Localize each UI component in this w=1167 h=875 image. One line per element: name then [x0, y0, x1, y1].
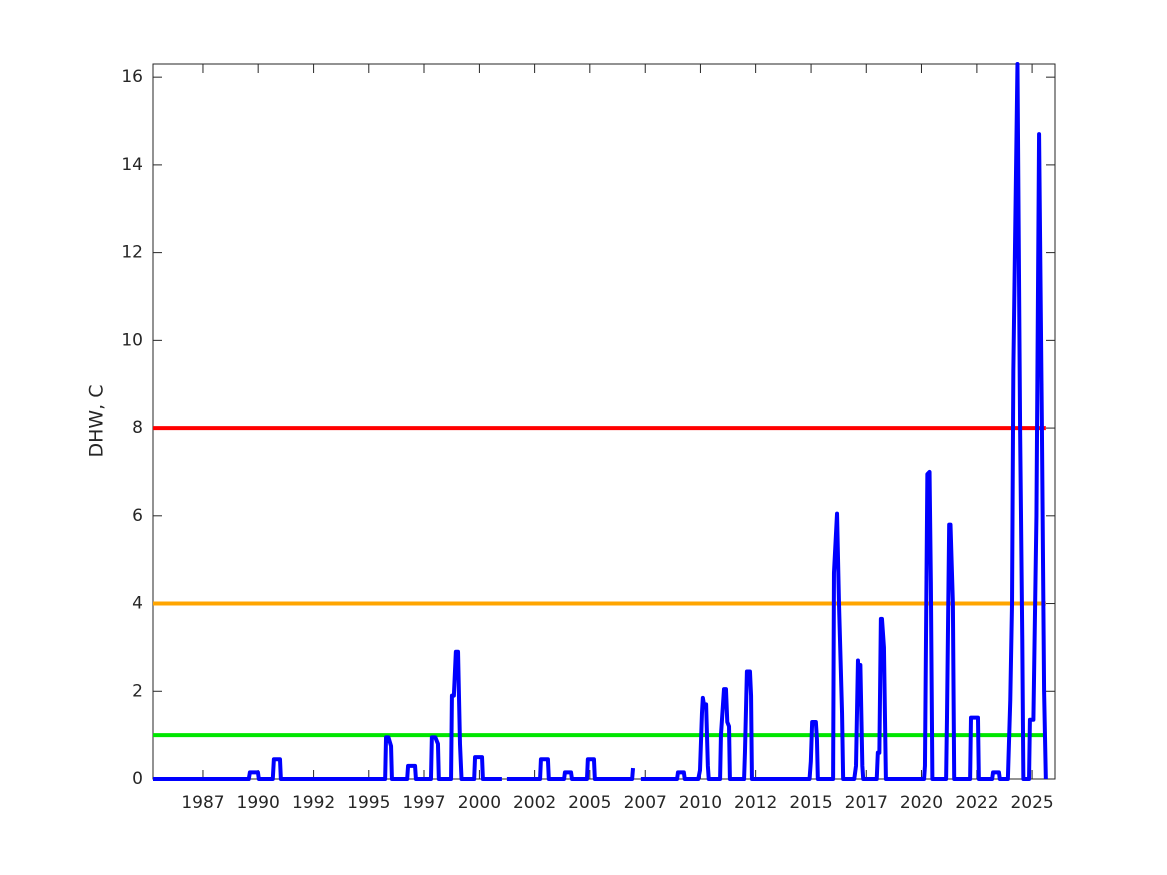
x-tick-label: 2000 — [458, 793, 501, 813]
y-axis-label: DHW, C — [86, 384, 108, 457]
x-tick-label: 1990 — [237, 793, 280, 813]
x-tick-label: 2012 — [734, 793, 777, 813]
x-tick-label: 1995 — [347, 793, 390, 813]
x-tick-label: 2002 — [513, 793, 556, 813]
x-tick-label: 1997 — [402, 793, 445, 813]
x-tick-label: 2005 — [568, 793, 611, 813]
y-tick-label: 0 — [132, 769, 143, 789]
y-tick-label: 10 — [121, 330, 143, 350]
y-tick-label: 12 — [121, 243, 143, 263]
data-line — [153, 62, 1048, 781]
x-tick-label: 1992 — [292, 793, 335, 813]
y-tick-label: 8 — [132, 418, 143, 438]
x-tick-label: 2025 — [1010, 793, 1053, 813]
y-tick-label: 14 — [121, 155, 143, 175]
x-tick-label: 2017 — [845, 793, 888, 813]
y-tick-label: 4 — [132, 594, 143, 614]
x-tick-label: 2022 — [955, 793, 998, 813]
x-tick-label: 2015 — [789, 793, 832, 813]
x-tick-label: 2020 — [900, 793, 943, 813]
y-tick-label: 6 — [132, 506, 143, 526]
y-tick-label: 2 — [132, 681, 143, 701]
x-tick-label: 2010 — [679, 793, 722, 813]
x-tick-label: 1987 — [181, 793, 224, 813]
x-tick-label: 2007 — [624, 793, 667, 813]
y-tick-label: 16 — [121, 67, 143, 87]
